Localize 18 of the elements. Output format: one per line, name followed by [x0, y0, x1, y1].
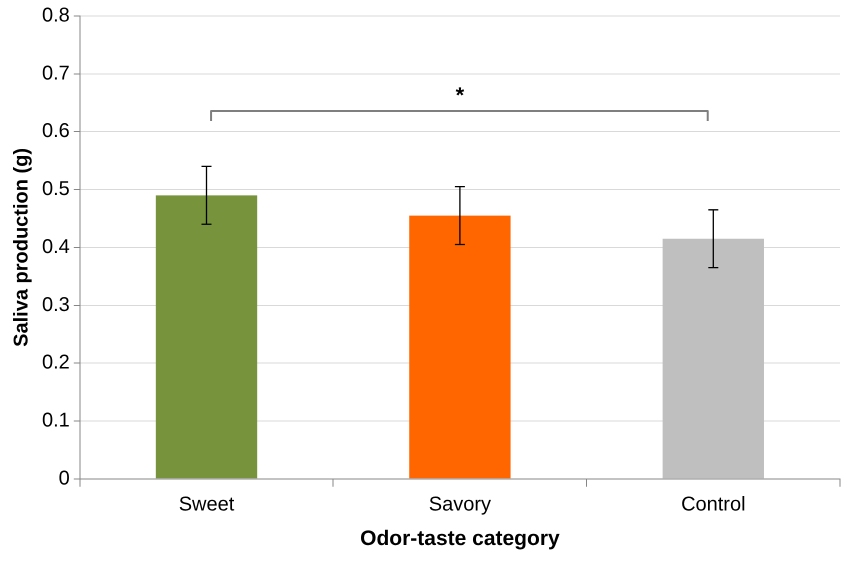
- y-tick-label: 0.4: [42, 236, 70, 258]
- bar: [409, 216, 511, 478]
- x-tick-label: Sweet: [178, 493, 235, 516]
- y-tick-label: 0.7: [42, 62, 70, 84]
- y-tick-label: 0.5: [42, 178, 70, 200]
- y-tick-label: 0.3: [42, 294, 70, 316]
- bar: [662, 238, 764, 478]
- y-tick-label: 0.2: [42, 352, 70, 374]
- x-tick-label: Control: [681, 493, 746, 516]
- x-axis-title: Odor-taste category: [360, 527, 560, 550]
- y-tick-label: 0: [58, 467, 70, 490]
- y-tick-label: 0.6: [42, 120, 70, 142]
- annotation: *: [456, 82, 465, 108]
- x-tick-label: Savory: [428, 493, 492, 516]
- y-axis-title: Saliva production (g): [10, 148, 33, 347]
- y-tick-label: 0.8: [42, 4, 70, 27]
- y-tick-label: 0.1: [42, 409, 70, 432]
- bar: [156, 195, 258, 478]
